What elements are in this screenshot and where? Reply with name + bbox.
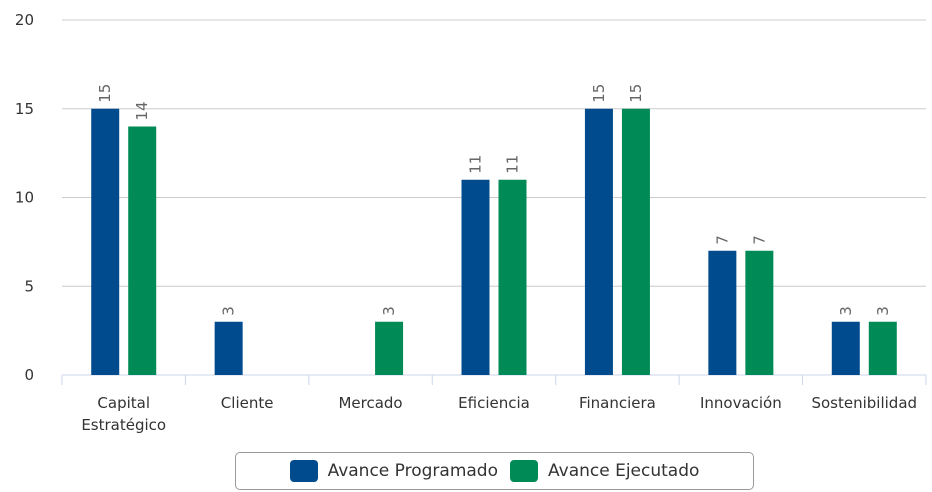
bar: [831, 321, 860, 375]
x-tick-label: Innovación: [699, 394, 782, 412]
y-tick-label: 20: [15, 11, 34, 29]
x-tick-label: Cliente: [220, 394, 274, 412]
y-tick-label: 5: [24, 277, 34, 295]
data-label: 15: [627, 84, 645, 103]
x-tick-label: Sostenibilidad: [811, 394, 918, 412]
y-tick-label: 0: [24, 366, 34, 384]
legend: Avance Programado Avance Ejecutado: [235, 452, 754, 490]
legend-item: Avance Programado: [289, 460, 498, 482]
legend-label: Avance Programado: [327, 461, 498, 481]
x-tick-label: Mercado: [338, 394, 403, 412]
legend-swatch: [289, 460, 318, 482]
bar: [745, 250, 774, 375]
bar: [91, 108, 120, 375]
bar: [214, 321, 243, 375]
bar: [375, 321, 404, 375]
x-tick-label: Eficiencia: [458, 394, 530, 412]
bar: [128, 126, 157, 375]
bar: [708, 250, 737, 375]
data-label: 7: [713, 235, 731, 245]
bar: [868, 321, 897, 375]
bar: [584, 108, 613, 375]
legend-item: Avance Ejecutado: [510, 460, 699, 482]
data-label: 3: [220, 306, 238, 316]
legend-swatch: [510, 460, 538, 482]
data-label: 15: [96, 84, 114, 103]
data-label: 3: [837, 306, 855, 316]
data-label: 11: [504, 155, 522, 174]
x-tick-label: Capital Estratégico: [81, 394, 167, 434]
data-label: 11: [467, 155, 485, 174]
y-tick-label: 10: [15, 189, 34, 207]
data-label: 3: [380, 306, 398, 316]
x-tick-label: Financiera: [578, 394, 656, 412]
data-label: 15: [590, 84, 608, 103]
legend-label: Avance Ejecutado: [548, 461, 700, 481]
data-label: 3: [874, 306, 892, 316]
bar: [621, 108, 650, 375]
bar: [498, 179, 527, 375]
bar: [461, 179, 490, 375]
data-label: 14: [133, 101, 151, 120]
data-label: 7: [750, 235, 768, 245]
y-tick-label: 15: [15, 100, 34, 118]
